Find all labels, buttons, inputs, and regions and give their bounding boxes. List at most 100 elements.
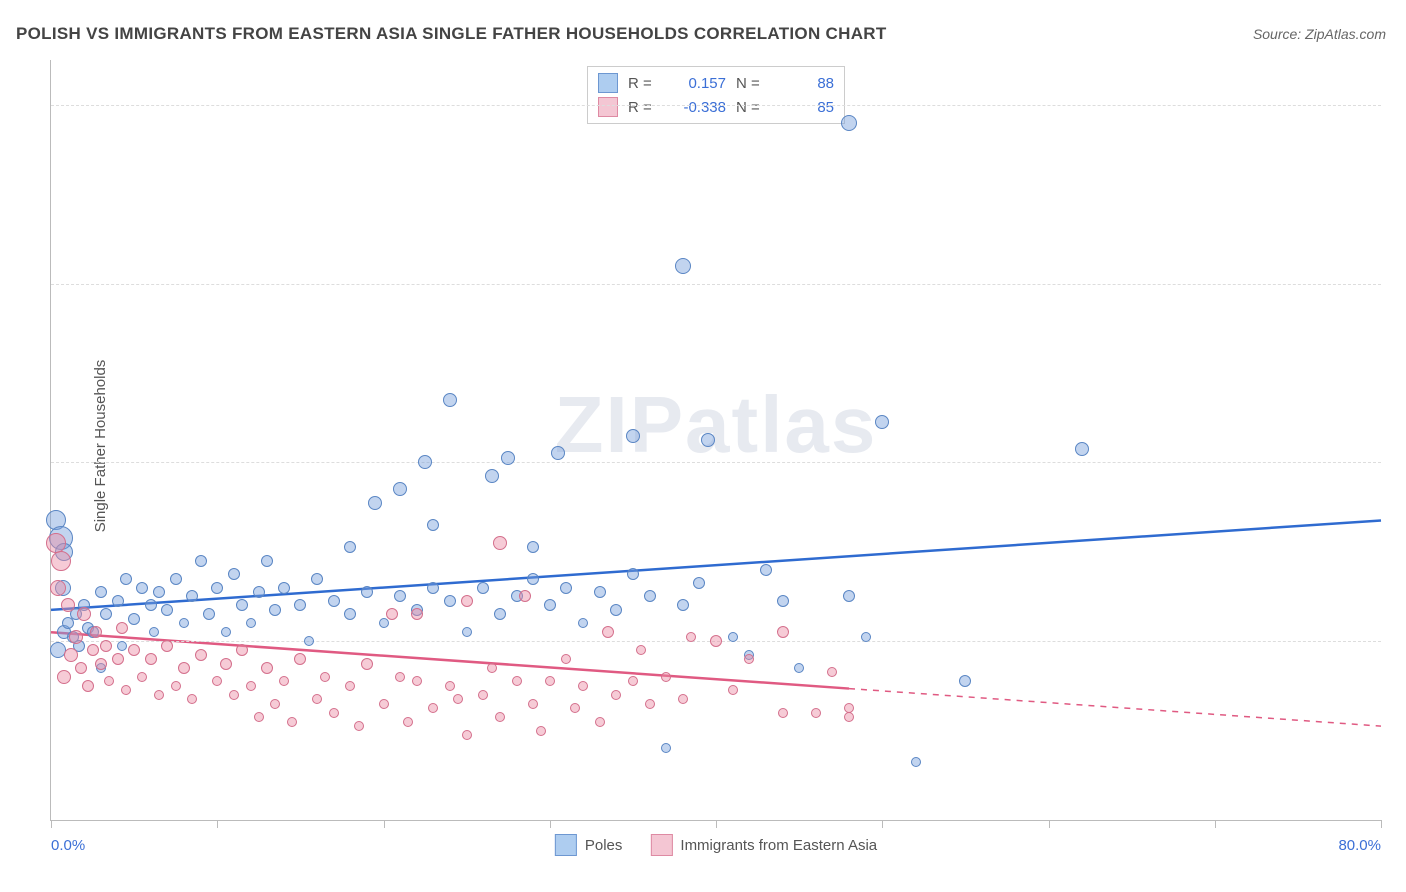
x-tick bbox=[217, 820, 218, 828]
stats-row-immigrants: R = -0.338 N = 85 bbox=[598, 95, 834, 119]
scatter-point-immigrants bbox=[220, 658, 232, 670]
scatter-point-poles bbox=[211, 582, 223, 594]
scatter-point-immigrants bbox=[229, 690, 239, 700]
scatter-point-poles bbox=[304, 636, 314, 646]
scatter-point-immigrants bbox=[312, 694, 322, 704]
scatter-point-immigrants bbox=[412, 676, 422, 686]
scatter-point-immigrants bbox=[195, 649, 207, 661]
scatter-point-poles bbox=[393, 482, 407, 496]
scatter-point-poles bbox=[344, 541, 356, 553]
scatter-point-immigrants bbox=[602, 626, 614, 638]
scatter-point-poles bbox=[875, 415, 889, 429]
scatter-point-poles bbox=[485, 469, 499, 483]
scatter-point-immigrants bbox=[171, 681, 181, 691]
scatter-point-immigrants bbox=[528, 699, 538, 709]
scatter-point-poles bbox=[728, 632, 738, 642]
y-tick-label: 6.0% bbox=[1386, 275, 1406, 292]
scatter-point-poles bbox=[170, 573, 182, 585]
stat-r-label: R = bbox=[628, 75, 656, 92]
scatter-point-immigrants bbox=[678, 694, 688, 704]
scatter-point-poles bbox=[610, 604, 622, 616]
scatter-point-immigrants bbox=[710, 635, 722, 647]
scatter-point-immigrants bbox=[354, 721, 364, 731]
scatter-point-poles bbox=[644, 590, 656, 602]
scatter-point-immigrants bbox=[137, 672, 147, 682]
scatter-point-poles bbox=[294, 599, 306, 611]
scatter-point-poles bbox=[236, 599, 248, 611]
scatter-point-poles bbox=[462, 627, 472, 637]
x-tick bbox=[51, 820, 52, 828]
scatter-point-immigrants bbox=[778, 708, 788, 718]
scatter-point-poles bbox=[418, 455, 432, 469]
scatter-point-immigrants bbox=[777, 626, 789, 638]
scatter-point-immigrants bbox=[246, 681, 256, 691]
stats-row-poles: R = 0.157 N = 88 bbox=[598, 71, 834, 95]
scatter-point-poles bbox=[361, 586, 373, 598]
legend-label-poles: Poles bbox=[585, 837, 623, 854]
scatter-point-poles bbox=[379, 618, 389, 628]
scatter-point-immigrants bbox=[628, 676, 638, 686]
x-tick bbox=[1049, 820, 1050, 828]
scatter-point-immigrants bbox=[87, 644, 99, 656]
scatter-point-immigrants bbox=[461, 595, 473, 607]
scatter-point-immigrants bbox=[493, 536, 507, 550]
scatter-point-poles bbox=[427, 582, 439, 594]
scatter-point-immigrants bbox=[187, 694, 197, 704]
scatter-point-poles bbox=[594, 586, 606, 598]
scatter-point-poles bbox=[841, 115, 857, 131]
x-tick bbox=[1381, 820, 1382, 828]
scatter-point-immigrants bbox=[104, 676, 114, 686]
scatter-point-immigrants bbox=[82, 680, 94, 692]
scatter-point-poles bbox=[443, 393, 457, 407]
scatter-point-immigrants bbox=[428, 703, 438, 713]
scatter-point-immigrants bbox=[661, 672, 671, 682]
scatter-point-poles bbox=[328, 595, 340, 607]
scatter-point-immigrants bbox=[145, 653, 157, 665]
scatter-point-immigrants bbox=[578, 681, 588, 691]
scatter-point-poles bbox=[153, 586, 165, 598]
x-tick bbox=[384, 820, 385, 828]
scatter-point-poles bbox=[203, 608, 215, 620]
scatter-point-poles bbox=[179, 618, 189, 628]
stat-r-value-immigrants: -0.338 bbox=[666, 99, 726, 116]
x-tick bbox=[882, 820, 883, 828]
scatter-point-immigrants bbox=[495, 712, 505, 722]
scatter-point-poles bbox=[578, 618, 588, 628]
scatter-point-immigrants bbox=[154, 690, 164, 700]
legend-item-immigrants: Immigrants from Eastern Asia bbox=[650, 834, 877, 856]
scatter-point-poles bbox=[117, 641, 127, 651]
scatter-point-immigrants bbox=[287, 717, 297, 727]
scatter-point-poles bbox=[228, 568, 240, 580]
scatter-point-immigrants bbox=[595, 717, 605, 727]
trendline-extrapolated-immigrants bbox=[849, 689, 1381, 727]
scatter-point-immigrants bbox=[90, 626, 102, 638]
scatter-point-poles bbox=[100, 608, 112, 620]
scatter-point-immigrants bbox=[361, 658, 373, 670]
scatter-point-immigrants bbox=[57, 670, 71, 684]
scatter-point-poles bbox=[1075, 442, 1089, 456]
scatter-point-poles bbox=[311, 573, 323, 585]
scatter-point-poles bbox=[186, 590, 198, 602]
scatter-point-poles bbox=[777, 595, 789, 607]
scatter-point-immigrants bbox=[744, 654, 754, 664]
scatter-point-immigrants bbox=[50, 580, 66, 596]
scatter-point-immigrants bbox=[445, 681, 455, 691]
scatter-point-immigrants bbox=[121, 685, 131, 695]
scatter-point-poles bbox=[677, 599, 689, 611]
scatter-point-poles bbox=[675, 258, 691, 274]
x-tick-label: 0.0% bbox=[51, 837, 85, 854]
gridline-h bbox=[51, 284, 1381, 285]
scatter-point-immigrants bbox=[411, 608, 423, 620]
scatter-point-immigrants bbox=[236, 644, 248, 656]
scatter-point-immigrants bbox=[270, 699, 280, 709]
scatter-point-immigrants bbox=[345, 681, 355, 691]
stat-r-label: R = bbox=[628, 99, 656, 116]
scatter-point-poles bbox=[911, 757, 921, 767]
scatter-point-poles bbox=[477, 582, 489, 594]
scatter-point-poles bbox=[149, 627, 159, 637]
scatter-point-poles bbox=[269, 604, 281, 616]
stat-n-label: N = bbox=[736, 99, 764, 116]
scatter-point-poles bbox=[427, 519, 439, 531]
scatter-point-poles bbox=[112, 595, 124, 607]
y-tick-label: 4.0% bbox=[1386, 454, 1406, 471]
